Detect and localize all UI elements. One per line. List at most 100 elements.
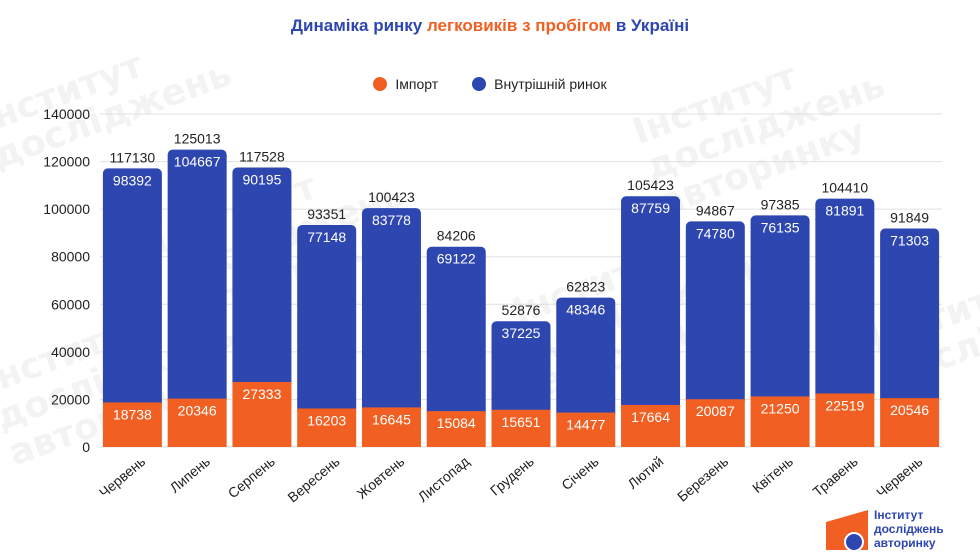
bar-import <box>750 396 810 447</box>
data-label-import: 20546 <box>890 402 929 418</box>
data-label-domestic: 77148 <box>307 229 346 245</box>
data-label-domestic: 37225 <box>502 325 541 341</box>
data-label-import: 20087 <box>696 403 735 419</box>
total-label: 52876 <box>502 302 541 318</box>
x-tick-label: Липень <box>166 453 213 496</box>
legend-swatch-import <box>373 77 388 91</box>
x-tick-label: Червень <box>96 453 148 501</box>
bar-domestic <box>297 224 357 415</box>
x-tick-label: Лютий <box>624 453 666 492</box>
bar-import <box>685 399 745 447</box>
bar-domestic <box>556 297 616 419</box>
bar-import <box>815 393 875 447</box>
total-label: 94867 <box>696 202 735 218</box>
data-label-import: 15651 <box>502 414 541 430</box>
data-label-domestic: 81891 <box>825 203 864 219</box>
bar-domestic <box>361 208 421 414</box>
logo-text: Інститут досліджень авторинку <box>874 508 966 550</box>
data-label-import: 20346 <box>178 403 217 419</box>
data-label-import: 22519 <box>825 397 864 413</box>
data-label-domestic: 104667 <box>174 154 221 170</box>
legend-item-import: Імпорт <box>373 76 438 92</box>
x-tick-label: Серпень <box>225 453 278 501</box>
bar-import <box>426 411 486 447</box>
logo-line-2: досліджень <box>874 522 944 536</box>
data-label-import: 16645 <box>372 411 411 427</box>
bar-import <box>167 398 227 447</box>
data-label-import: 17664 <box>631 409 670 425</box>
chart-legend: Імпорт Внутрішній ринок <box>0 76 980 92</box>
data-label-import: 18738 <box>113 406 152 422</box>
bar-domestic <box>102 168 162 409</box>
total-label: 117130 <box>110 149 156 165</box>
chart-title: Динаміка ринку легковиків з пробігом в У… <box>0 16 980 36</box>
total-label: 91849 <box>890 210 929 226</box>
x-tick-label: Вересень <box>284 453 342 505</box>
title-part-1: Динаміка ринку <box>290 16 427 35</box>
bar-domestic <box>232 167 292 388</box>
bar-import <box>297 408 357 447</box>
y-tick-label: 140000 <box>43 106 90 122</box>
bar-domestic <box>491 321 551 416</box>
total-label: 105423 <box>627 177 674 193</box>
bar-import <box>491 409 551 447</box>
title-highlight: легковиків з пробігом <box>426 16 612 35</box>
data-label-domestic: 87759 <box>631 200 670 216</box>
total-label: 104410 <box>821 180 868 196</box>
logo-line-1: Інститут <box>874 508 924 522</box>
data-label-import: 16203 <box>307 412 346 428</box>
x-tick-label: Січень <box>558 453 601 493</box>
bar-domestic <box>621 196 681 411</box>
total-label: 125013 <box>174 131 221 147</box>
y-tick-label: 20000 <box>51 391 90 407</box>
legend-item-domestic: Внутрішній ринок <box>472 76 607 92</box>
bar-domestic <box>880 228 940 405</box>
data-label-domestic: 76135 <box>761 219 800 235</box>
bar-import <box>361 407 421 447</box>
bar-import <box>102 402 162 447</box>
bar-domestic <box>750 215 810 403</box>
x-tick-label: Листопад <box>415 453 472 505</box>
y-tick-label: 100000 <box>43 201 90 217</box>
bar-domestic <box>426 246 486 418</box>
total-label: 84206 <box>437 228 476 244</box>
data-label-domestic: 48346 <box>566 302 605 318</box>
x-tick-label: Квітень <box>749 453 796 496</box>
data-label-domestic: 69122 <box>437 251 476 267</box>
y-tick-label: 80000 <box>51 249 90 265</box>
x-tick-label: Жовтень <box>354 453 408 502</box>
x-tick-label: Травень <box>810 453 861 500</box>
legend-label-domestic: Внутрішній ринок <box>494 76 607 92</box>
data-label-domestic: 90195 <box>242 171 281 187</box>
total-label: 97385 <box>761 196 800 212</box>
bar-import <box>232 381 292 447</box>
total-label: 62823 <box>566 279 605 295</box>
x-tick-label: Березень <box>674 453 731 505</box>
x-tick-label: Грудень <box>487 453 537 499</box>
bar-domestic <box>167 149 227 405</box>
y-tick-label: 0 <box>82 439 90 455</box>
total-label: 117528 <box>239 148 285 164</box>
data-label-domestic: 71303 <box>890 233 929 249</box>
bar-import <box>621 404 681 447</box>
y-tick-label: 40000 <box>51 344 90 360</box>
bar-domestic <box>815 198 875 400</box>
data-label-import: 27333 <box>242 386 281 402</box>
bar-domestic <box>685 221 745 406</box>
data-label-domestic: 98392 <box>113 172 152 188</box>
title-part-3: в Україні <box>611 16 690 35</box>
bar-import <box>880 398 940 447</box>
x-tick-label: Червень <box>873 453 925 501</box>
total-label: 93351 <box>307 206 346 222</box>
data-label-import: 15084 <box>437 415 476 431</box>
bar-import <box>556 412 616 447</box>
data-label-import: 21250 <box>761 400 800 416</box>
logo-circle-icon <box>844 532 864 552</box>
legend-label-import: Імпорт <box>395 76 439 92</box>
total-label: 100423 <box>368 189 415 205</box>
y-tick-label: 120000 <box>43 154 90 170</box>
logo-line-3: авторинку <box>874 536 936 550</box>
data-label-domestic: 74780 <box>696 225 735 241</box>
y-tick-label: 60000 <box>51 296 90 312</box>
